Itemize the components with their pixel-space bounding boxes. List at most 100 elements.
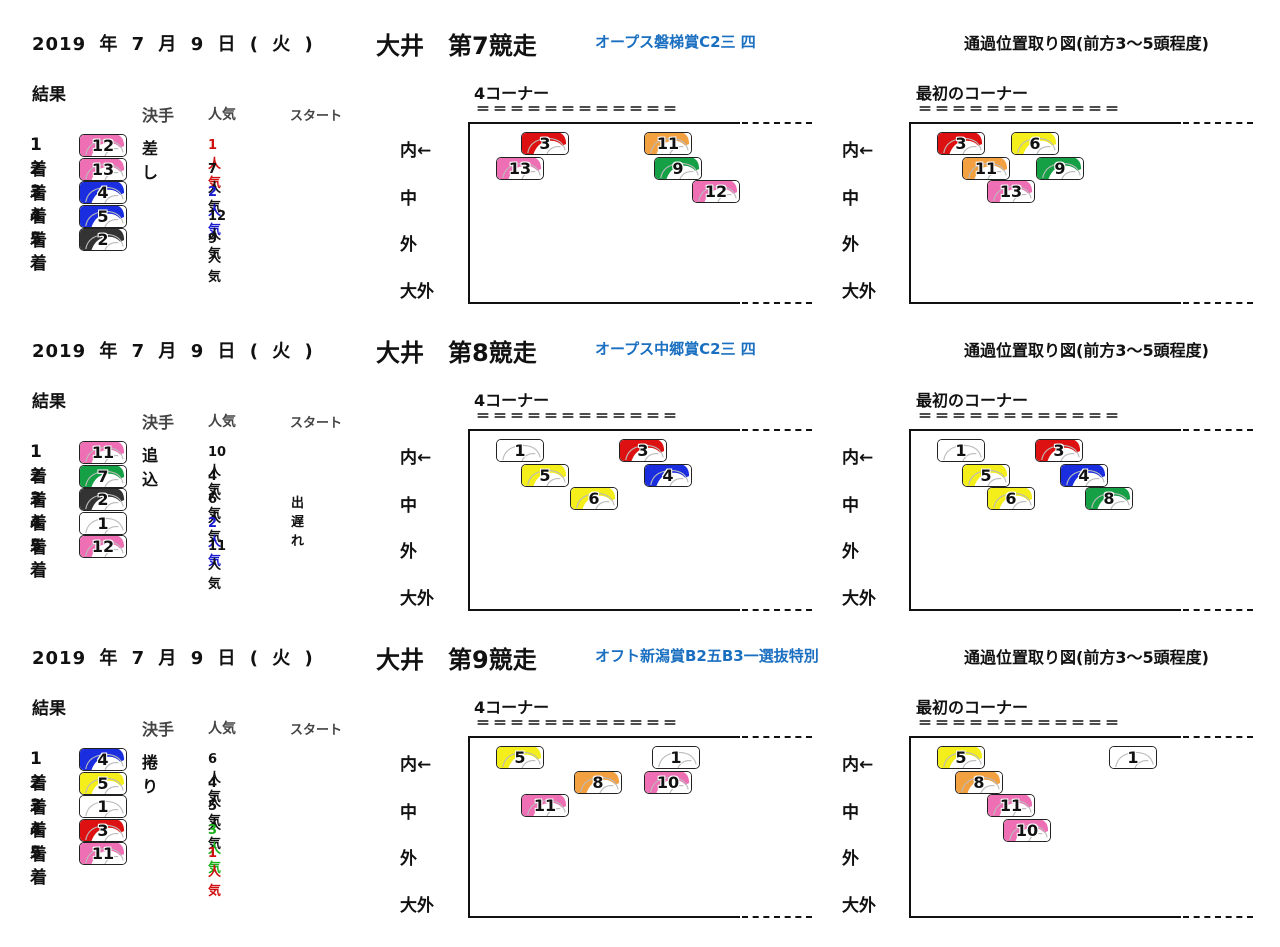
position-horse-badge: 8 (1085, 487, 1133, 510)
position-horse-badge: 3 (521, 132, 569, 155)
passing-chart-title: 通過位置取り図(前方3～5頭程度) (964, 341, 1209, 360)
horse-number: 2 (97, 230, 109, 249)
corner4-title: 4コーナー (474, 84, 550, 103)
lane-label-outer: 外 (400, 542, 417, 562)
lane-label-inner: 内← (400, 141, 432, 161)
horse-number: 3 (637, 441, 649, 460)
horse-badge: 3 (79, 818, 127, 842)
first-corner-track-box: 5 1 8 11 10 (909, 736, 1253, 918)
horse-badge: 2 (79, 228, 127, 251)
jockey-cap-icon (80, 489, 126, 510)
jockey-cap-icon (522, 133, 568, 154)
position-horse-badge: 3 (1035, 439, 1083, 462)
horse-badge: 2 (79, 488, 127, 511)
passing-chart-title: 通過位置取り図(前方3～5頭程度) (964, 648, 1209, 667)
jockey-cap-icon (1110, 747, 1156, 768)
jockey-cap-icon (80, 205, 126, 227)
horse-badge: 1 (79, 795, 127, 818)
horse-number: 5 (955, 748, 967, 767)
horse-number: 1 (955, 441, 967, 460)
jockey-cap-icon (1036, 440, 1082, 461)
popularity: 4人気 (208, 775, 222, 829)
jockey-cap-icon (988, 181, 1034, 202)
jockey-cap-icon (497, 158, 543, 179)
first-corner-straight-marker: ＝＝＝＝＝＝＝＝＝＝＝＝ (918, 716, 1122, 732)
horse-number: 3 (539, 134, 551, 153)
lane-label-middle: 中 (400, 803, 417, 823)
race-venue-number: 大井 第8競走 (376, 339, 537, 367)
lane-label-inner: 内← (842, 755, 874, 775)
lane-label-far-outer: 大外 (400, 282, 434, 302)
jockey-cap-icon (693, 181, 739, 202)
start-note: 出遅れ (291, 496, 305, 549)
finish-rank: 4着 (30, 512, 47, 558)
position-horse-badge: 13 (496, 157, 544, 180)
lane-label-middle: 中 (842, 189, 859, 209)
jockey-cap-icon (80, 772, 126, 794)
lane-label-middle: 中 (400, 496, 417, 516)
popularity: 7人気 (208, 161, 222, 215)
finish-rank: 5着 (30, 843, 47, 888)
finish-rank: 3着 (30, 796, 47, 841)
corner4-track-box: 1 3 5 4 6 (468, 429, 812, 611)
lane-label-inner: 内← (842, 141, 874, 161)
finish-rank: 4着 (30, 205, 47, 251)
jockey-cap-icon (80, 158, 126, 180)
finish-rank: 3着 (30, 489, 47, 534)
position-horse-badge: 10 (644, 771, 692, 794)
start-column-header: スタート (290, 109, 343, 124)
position-horse-badge: 11 (521, 794, 569, 817)
corner4-title: 4コーナー (474, 698, 550, 717)
kimete-column-header: 決手 (142, 720, 175, 739)
race-name: オフト新潟賞B2五B3一選抜特別 (595, 647, 819, 665)
position-horse-badge: 11 (962, 157, 1010, 180)
jockey-cap-icon (80, 843, 126, 864)
jockey-cap-icon (988, 795, 1034, 816)
horse-number: 4 (662, 466, 674, 485)
start-column-header: スタート (290, 416, 343, 431)
jockey-cap-icon (938, 440, 984, 461)
jockey-cap-icon (653, 747, 699, 768)
position-horse-badge: 9 (654, 157, 702, 180)
jockey-cap-icon (938, 133, 984, 154)
horse-number: 5 (514, 748, 526, 767)
position-horse-badge: 5 (521, 464, 569, 487)
horse-number: 9 (1054, 159, 1066, 178)
horse-number: 8 (973, 773, 985, 792)
race-name: オープス中郷賞C2三 四 (595, 340, 756, 358)
lane-label-far-outer: 大外 (400, 589, 434, 609)
jockey-cap-icon (80, 796, 126, 817)
jockey-cap-icon (497, 747, 543, 768)
horse-number: 12 (91, 136, 115, 155)
finish-rank: 2着 (30, 465, 47, 511)
horse-number: 8 (1103, 489, 1115, 508)
horse-number: 1 (1127, 748, 1139, 767)
popularity: 4人気 (208, 468, 222, 522)
lane-label-outer: 外 (842, 235, 859, 255)
first-corner-title: 最初のコーナー (916, 84, 1029, 103)
horse-number: 9 (672, 159, 684, 178)
horse-number: 5 (539, 466, 551, 485)
popularity: 11人気 (208, 539, 227, 592)
position-horse-badge: 8 (574, 771, 622, 794)
running-style: 捲り (142, 753, 159, 796)
position-horse-badge: 6 (570, 487, 618, 510)
horse-number: 13 (91, 159, 115, 179)
start-column-header: スタート (290, 723, 343, 738)
position-horse-badge: 1 (937, 439, 985, 462)
lane-label-inner: 内← (400, 755, 432, 775)
jockey-cap-icon (80, 512, 126, 534)
corner4-track-box: 5 1 8 10 11 (468, 736, 812, 918)
jockey-cap-icon (645, 465, 691, 486)
horse-number: 3 (1053, 441, 1065, 460)
position-horse-badge: 3 (619, 439, 667, 462)
position-horse-badge: 9 (1036, 157, 1084, 180)
horse-badge: 11 (79, 441, 127, 464)
horse-badge: 11 (79, 842, 127, 865)
jockey-cap-icon (80, 182, 126, 203)
horse-number: 13 (508, 159, 532, 178)
horse-number: 11 (533, 796, 557, 815)
position-horse-badge: 5 (962, 464, 1010, 487)
jockey-cap-icon (80, 465, 126, 487)
race-date: 2019 年 7 月 9 日 ( 火 ) (32, 648, 314, 669)
